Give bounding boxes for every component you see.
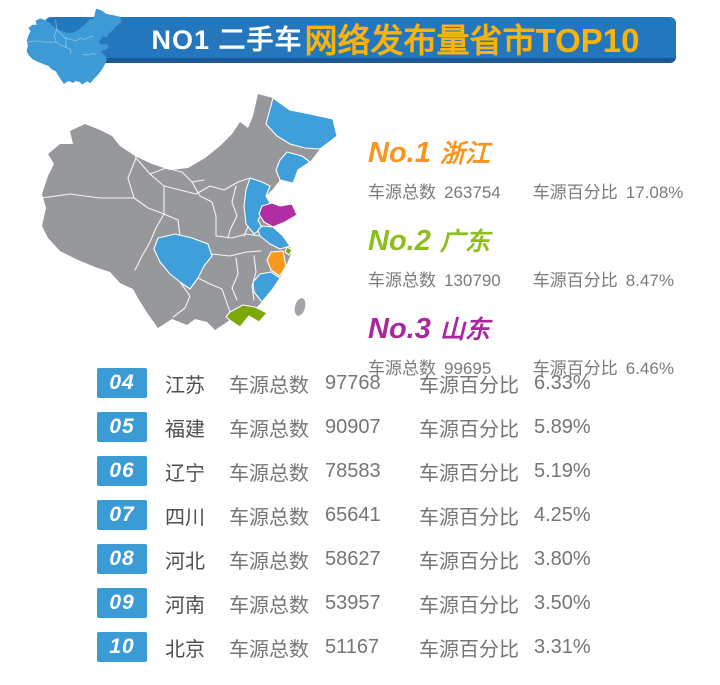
rank-3-label: No.3: [368, 313, 431, 345]
map-region-zhejiang: [266, 250, 287, 277]
rank-badge: 04: [97, 368, 147, 398]
rank-badge: 08: [97, 544, 147, 574]
row-pct-label: 车源百分比: [419, 374, 519, 397]
top3-item-3: No.3 山东 车源总数 99695 车源百分比 6.46%: [368, 313, 698, 379]
row-pct-label: 车源百分比: [419, 550, 519, 573]
row-pct-value: 5.19%: [534, 459, 591, 482]
rank-2-pct-label: 车源百分比: [532, 271, 618, 290]
rank-badge: 10: [97, 632, 147, 662]
row-pct-label: 车源百分比: [419, 462, 519, 485]
row-total-label: 车源总数: [229, 418, 309, 441]
rank-badge: 07: [97, 500, 147, 530]
table-row: 09 河南 车源总数 53957 车源百分比 3.50%: [97, 588, 657, 618]
rank-badge: 09: [97, 588, 147, 618]
rank-3-total-label: 车源总数: [368, 359, 436, 378]
map-region-sichuan: [153, 233, 213, 290]
map-region-taiwan: [294, 298, 306, 316]
china-map-icon: [26, 8, 122, 85]
rank-2-pct-value: 8.47%: [625, 271, 674, 290]
row-pct-value: 3.31%: [534, 635, 591, 658]
china-map: [41, 94, 338, 330]
rank-1-total-label: 车源总数: [368, 183, 436, 202]
row-pct-label: 车源百分比: [419, 594, 519, 617]
top3-section: No.1 浙江 车源总数 263754 车源百分比 17.08% No.2 广东 车源总…: [368, 137, 698, 401]
row-total-label: 车源总数: [229, 462, 309, 485]
row-province: 河南: [165, 594, 205, 617]
header-title-white: NO1 二手车: [151, 25, 303, 55]
row-province: 四川: [165, 506, 205, 529]
table-row: 06 辽宁 车源总数 78583 车源百分比 5.19%: [97, 456, 657, 486]
row-total-value: 90907: [325, 415, 381, 438]
rank-1-total-value: 263754: [444, 183, 501, 202]
header-title-gold: 网络发布量省市TOP10: [304, 21, 640, 59]
row-pct-label: 车源百分比: [419, 506, 519, 529]
map-region-heilongjiang: [265, 97, 338, 150]
highlighted-provinces: [153, 97, 338, 328]
ranking-list: 04 江苏 车源总数 97768 车源百分比 6.33% 05 福建 车源总数 …: [97, 368, 657, 676]
map-region-liaoning: [275, 151, 311, 184]
rank-3-pct-label: 车源百分比: [532, 359, 618, 378]
map-region-hebei: [243, 177, 271, 235]
rank-2-label: No.2: [368, 225, 431, 257]
table-row: 07 四川 车源总数 65641 车源百分比 4.25%: [97, 500, 657, 530]
map-region-fujian: [252, 271, 281, 303]
map-region-shanghai: [284, 246, 293, 256]
row-total-label: 车源总数: [229, 594, 309, 617]
rank-2-province: 广东: [439, 228, 490, 256]
row-province: 福建: [165, 418, 205, 441]
row-total-value: 58627: [325, 547, 381, 570]
row-total-label: 车源总数: [229, 374, 309, 397]
rank-badge: 05: [97, 412, 147, 442]
row-total-value: 51167: [325, 635, 380, 658]
rank-3-total-value: 99695: [444, 359, 492, 378]
row-province: 江苏: [165, 374, 205, 397]
table-row: 04 江苏 车源总数 97768 车源百分比 6.33%: [97, 368, 657, 398]
china-map-land: [42, 94, 337, 330]
top3-item-2: No.2 广东 车源总数 130790 车源百分比 8.47%: [368, 225, 698, 291]
row-pct-value: 3.50%: [534, 591, 591, 614]
table-row: 08 河北 车源总数 58627 车源百分比 3.80%: [97, 544, 657, 574]
header-banner: NO1 二手车 网络发布量省市TOP10: [45, 17, 676, 63]
rank-1-province: 浙江: [439, 140, 490, 168]
map-region-jiangsu: [257, 225, 291, 250]
rank-2-total-value: 130790: [444, 271, 501, 290]
table-row: 05 福建 车源总数 90907 车源百分比 5.89%: [97, 412, 657, 442]
map-region-shandong: [258, 202, 298, 228]
row-pct-value: 4.25%: [534, 503, 591, 526]
rank-1-label: No.1: [368, 137, 431, 169]
row-total-label: 车源总数: [229, 638, 309, 661]
rank-3-province: 山东: [439, 316, 490, 344]
row-total-value: 65641: [325, 503, 381, 526]
row-province: 辽宁: [165, 462, 205, 485]
map-region-guangdong: [225, 304, 268, 328]
row-total-value: 53957: [325, 591, 381, 614]
rank-1-pct-value: 17.08%: [625, 183, 684, 202]
rank-3-pct-value: 6.46%: [625, 359, 674, 378]
row-total-value: 78583: [325, 459, 381, 482]
row-pct-label: 车源百分比: [419, 418, 519, 441]
row-province: 北京: [165, 638, 205, 661]
table-row: 10 北京 车源总数 51167 车源百分比 3.31%: [97, 632, 657, 662]
row-total-label: 车源总数: [229, 550, 309, 573]
row-pct-label: 车源百分比: [419, 638, 519, 661]
row-pct-value: 3.80%: [534, 547, 591, 570]
rank-badge: 06: [97, 456, 147, 486]
province-borders: [41, 127, 262, 318]
row-province: 河北: [165, 550, 205, 573]
row-total-label: 车源总数: [229, 506, 309, 529]
rank-1-pct-label: 车源百分比: [532, 183, 618, 202]
row-pct-value: 6.33%: [534, 371, 591, 394]
rank-2-total-label: 车源总数: [368, 271, 436, 290]
row-pct-value: 5.89%: [534, 415, 591, 438]
row-total-value: 97768: [325, 371, 381, 394]
top3-item-1: No.1 浙江 车源总数 263754 车源百分比 17.08%: [368, 137, 698, 203]
